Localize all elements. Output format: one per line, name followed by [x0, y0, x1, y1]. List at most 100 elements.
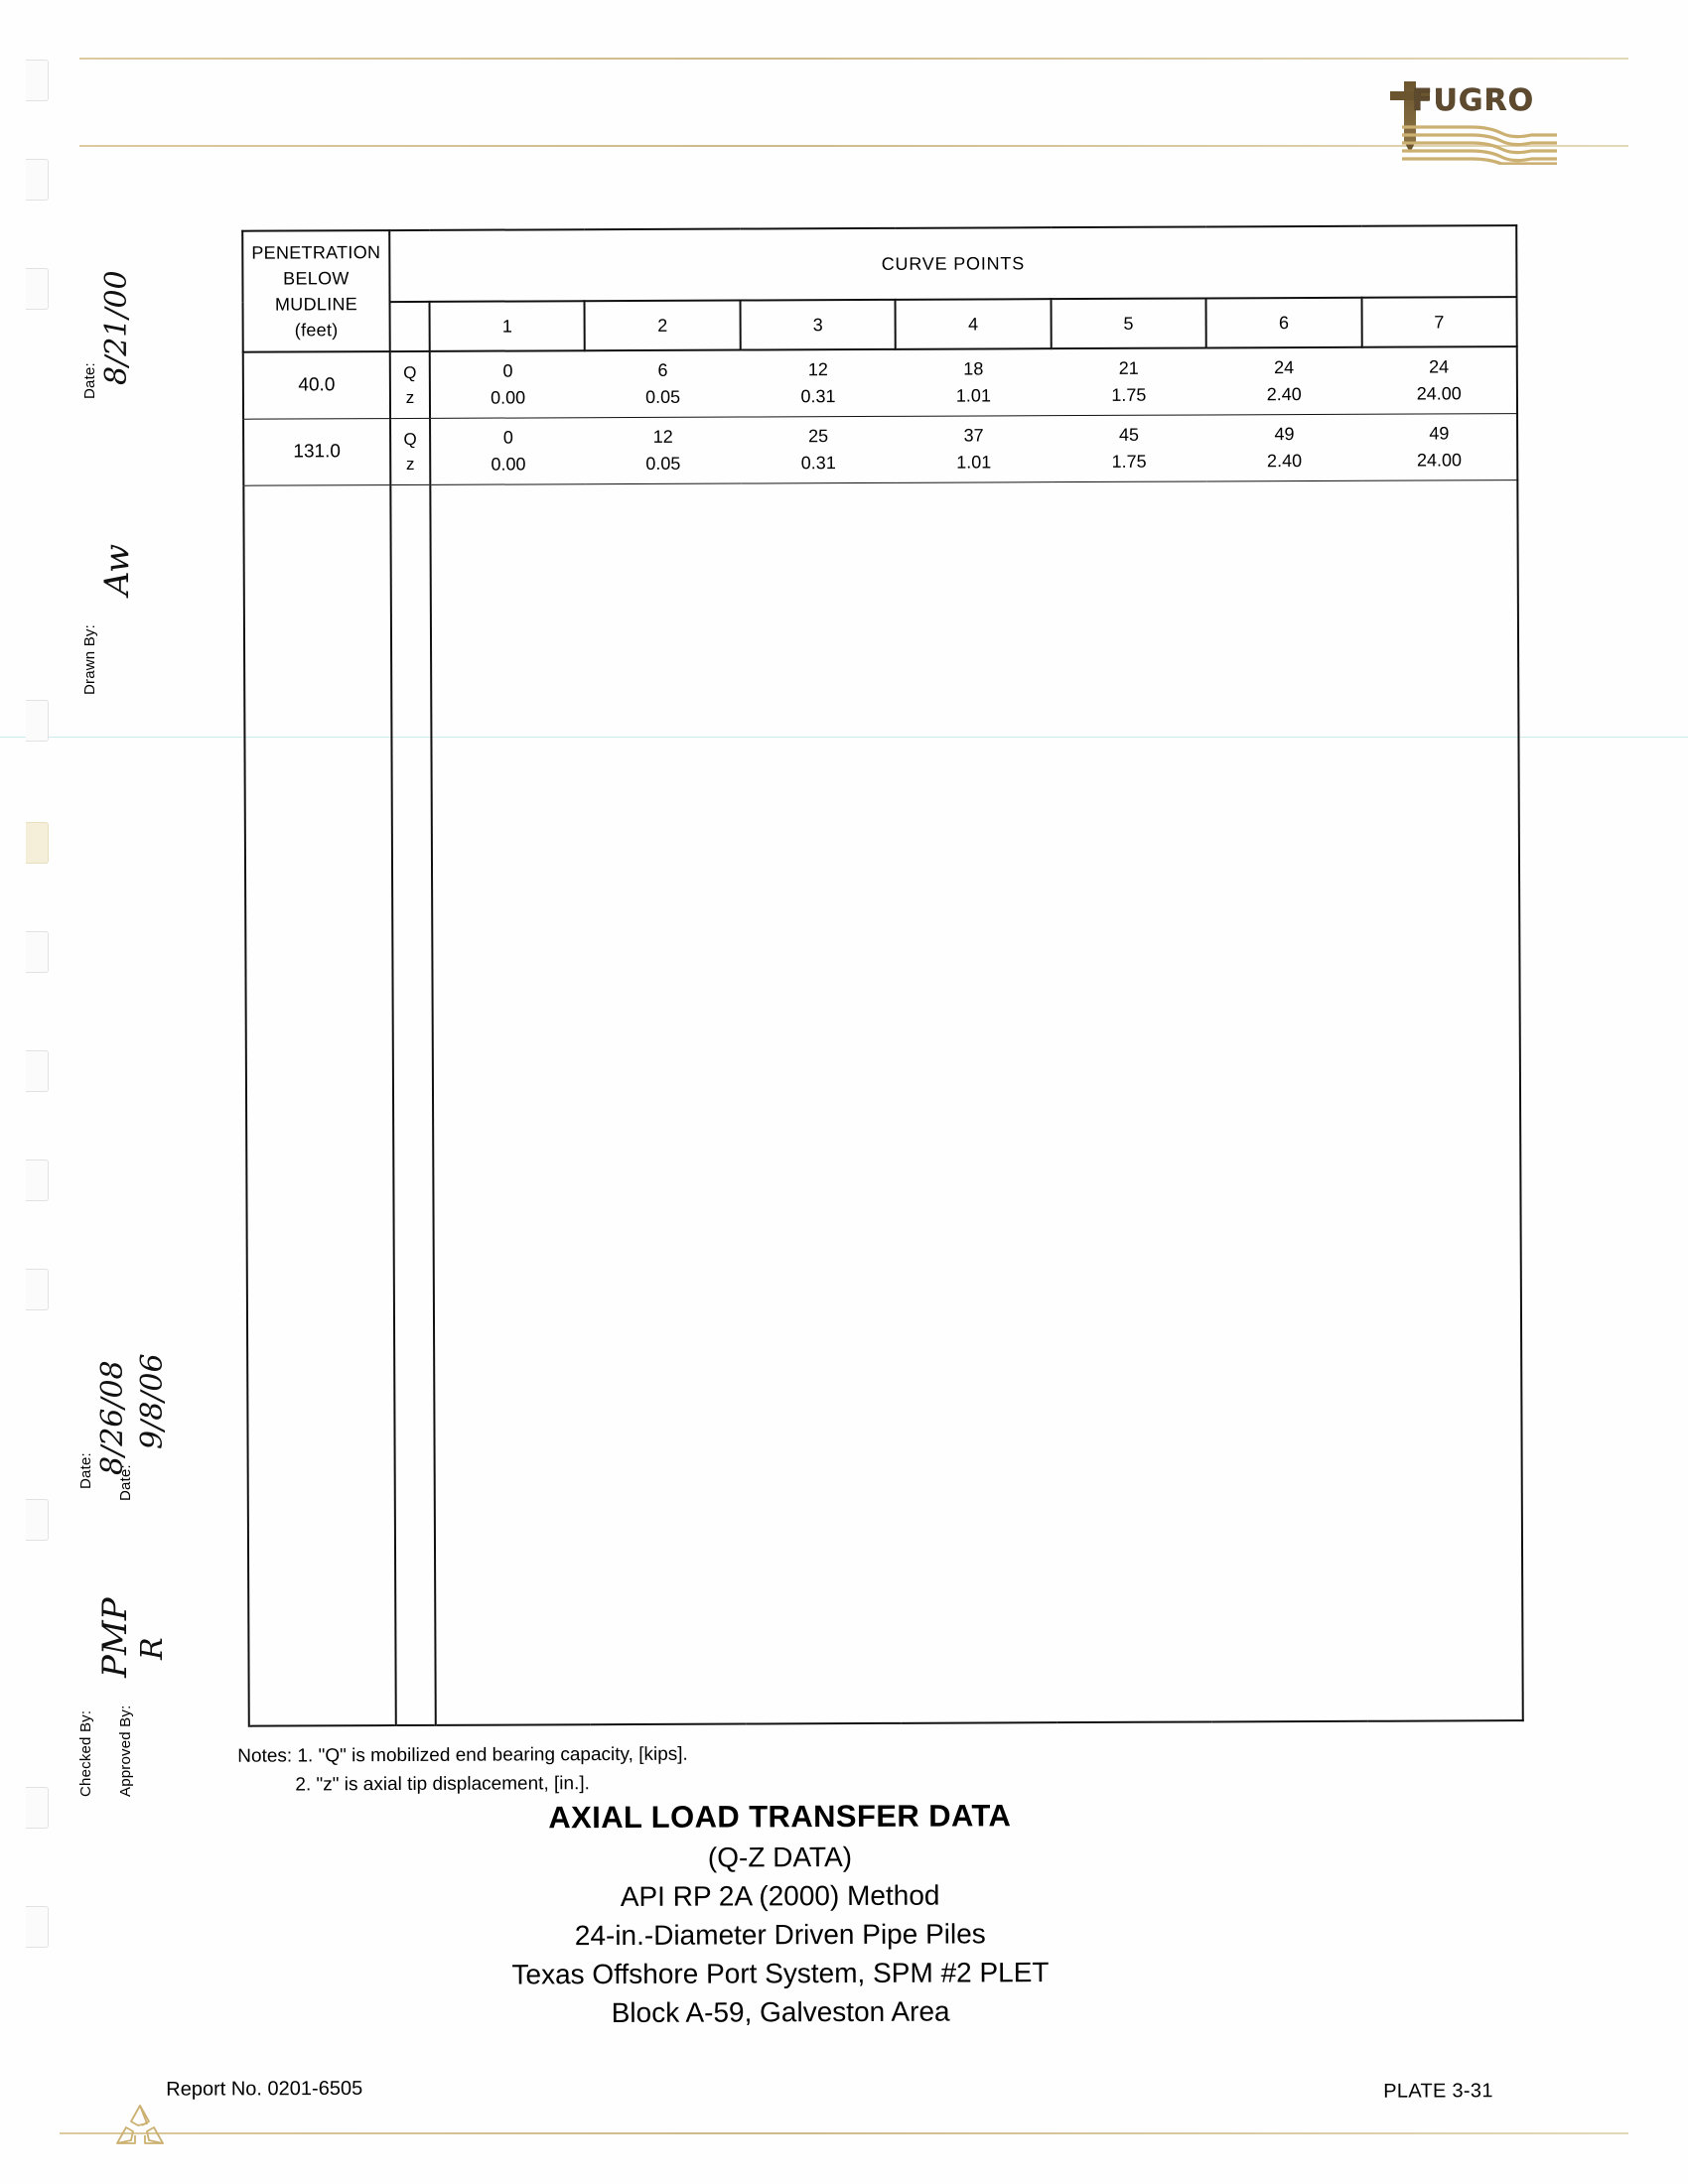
empty-depth-column	[243, 484, 396, 1726]
z-value: 1.75	[1111, 384, 1147, 405]
drawn-by-label: Drawn By:	[81, 624, 98, 695]
approved-by-signature: R	[135, 1637, 170, 1660]
table-row: 131.0 Q z 0 0.00 12 0.05 25 0.31	[243, 413, 1518, 486]
z-value: 2.40	[1266, 384, 1302, 405]
data-table: PENETRATION BELOW MUDLINE (feet) CURVE P…	[241, 224, 1524, 1727]
q-value: 45	[1118, 424, 1140, 445]
column-header-point-6: 6	[1205, 297, 1362, 348]
row-depth: 131.0	[243, 418, 391, 486]
q-value: 25	[808, 426, 829, 447]
q-value: 24	[1429, 356, 1450, 377]
pile-crossbar-icon	[1390, 91, 1430, 100]
row-depth: 40.0	[242, 351, 391, 420]
q-label: Q	[403, 362, 417, 382]
recycle-icon	[109, 2100, 171, 2157]
scan-artifact-line	[0, 737, 1688, 738]
cell-r1-c6: 49 2.40	[1206, 414, 1362, 481]
approved-by-date: 9/8/06	[135, 1353, 170, 1449]
z-value: 0.00	[491, 387, 526, 408]
column-header-qz	[389, 301, 430, 352]
curve-points-header: CURVE POINTS	[389, 225, 1517, 303]
q-label: Q	[403, 429, 417, 449]
title-pile-description: 24-in.-Diameter Driven Pipe Piles	[574, 1918, 986, 1952]
penetration-header-line-2: BELOW	[283, 268, 350, 289]
punch-hole	[26, 1499, 49, 1541]
note-2-text: 2. "z" is axial tip displacement, [in.].	[295, 1772, 590, 1795]
z-value: 1.01	[955, 385, 991, 406]
cell-r0-c1: 0 0.00	[429, 350, 586, 419]
cell-r0-c4: 18 1.01	[896, 348, 1052, 417]
column-header-point-1: 1	[429, 301, 586, 351]
punch-hole	[26, 1160, 49, 1201]
z-value: 0.05	[645, 386, 681, 407]
table-row: 40.0 Q z 0 0.00 6 0.05 12 0.31	[242, 346, 1518, 420]
drawn-by-signature: Aw	[97, 543, 137, 596]
empty-values-area	[430, 480, 1522, 1725]
notes-label: Notes:	[237, 1745, 293, 1767]
title-subtitle: (Q-Z DATA)	[707, 1841, 853, 1873]
fugro-wordmark: FUGRO	[1412, 83, 1535, 118]
title-project: Texas Offshore Port System, SPM #2 PLET	[511, 1957, 1050, 1990]
row-qz-labels: Q z	[389, 350, 431, 419]
title-block: AXIAL LOAD TRANSFER DATA (Q-Z DATA) API …	[0, 1795, 1684, 2031]
cell-r0-c6: 24 2.40	[1205, 346, 1362, 415]
plate-number: PLATE 3-31	[1383, 2080, 1493, 2103]
penetration-header-line-4: (feet)	[294, 320, 339, 341]
notes-block: Notes: 1. "Q" is mobilized end bearing c…	[237, 1741, 688, 1800]
cell-r1-c4: 37 1.01	[896, 415, 1053, 483]
z-value: 0.00	[491, 454, 526, 475]
checked-by-date: 8/26/08	[95, 1360, 130, 1475]
drawn-by-date-label: Date:	[81, 362, 98, 399]
title-method: API RP 2A (2000) Method	[620, 1879, 940, 1912]
z-value: 0.05	[645, 453, 681, 474]
q-value: 37	[963, 425, 984, 446]
checked-by-date-label: Date:	[77, 1452, 94, 1489]
column-header-point-7: 7	[1361, 297, 1517, 347]
z-value: 1.01	[956, 452, 992, 473]
punch-hole	[26, 268, 49, 310]
punch-hole	[26, 931, 49, 973]
bottom-rule	[60, 2132, 1628, 2134]
q-value: 18	[963, 358, 984, 379]
q-value: 12	[807, 359, 828, 380]
note-line-1: Notes: 1. "Q" is mobilized end bearing c…	[237, 1741, 688, 1771]
top-rule-2	[79, 145, 1628, 147]
checked-by-label: Checked By:	[77, 1709, 94, 1797]
cell-r1-c2: 12 0.05	[585, 417, 742, 484]
q-value: 6	[657, 359, 668, 380]
q-value: 0	[502, 360, 513, 381]
z-label: z	[405, 387, 415, 407]
z-value: 24.00	[1416, 383, 1462, 404]
cell-r1-c3: 25 0.31	[740, 416, 897, 484]
page-title: AXIAL LOAD TRANSFER DATA	[548, 1798, 1012, 1836]
approved-by-date-label: Date:	[117, 1464, 134, 1501]
punch-hole	[26, 700, 49, 742]
penetration-header: PENETRATION BELOW MUDLINE (feet)	[242, 230, 390, 352]
punch-hole	[26, 60, 49, 101]
note-1-text: 1. "Q" is mobilized end bearing capacity…	[297, 1743, 688, 1767]
table-empty-area	[243, 480, 1522, 1726]
q-value: 49	[1429, 423, 1450, 444]
cell-r0-c3: 12 0.31	[740, 348, 897, 418]
q-value: 24	[1274, 357, 1295, 378]
drawn-by-date: 8/21/00	[99, 270, 134, 385]
q-value: 12	[652, 426, 673, 447]
cell-r0-c7: 24 24.00	[1361, 346, 1518, 415]
checked-by-signature: PMP	[95, 1597, 135, 1678]
row-qz-labels: Q z	[390, 418, 431, 485]
cell-r0-c5: 21 1.75	[1051, 347, 1207, 416]
cell-r1-c7: 49 24.00	[1361, 413, 1518, 481]
fugro-logo: FUGRO	[1388, 81, 1557, 165]
q-value: 49	[1274, 424, 1295, 445]
z-value: 0.31	[800, 453, 836, 474]
z-value: 2.40	[1266, 451, 1303, 472]
q-value: 0	[502, 427, 513, 448]
axial-load-transfer-table: PENETRATION BELOW MUDLINE (feet) CURVE P…	[241, 224, 1524, 1727]
penetration-header-line-3: MUDLINE	[274, 294, 358, 315]
punch-hole	[26, 159, 49, 201]
column-header-point-3: 3	[740, 299, 897, 350]
punch-hole	[26, 1787, 49, 1829]
column-header-point-4: 4	[895, 299, 1052, 349]
z-label: z	[405, 454, 415, 474]
